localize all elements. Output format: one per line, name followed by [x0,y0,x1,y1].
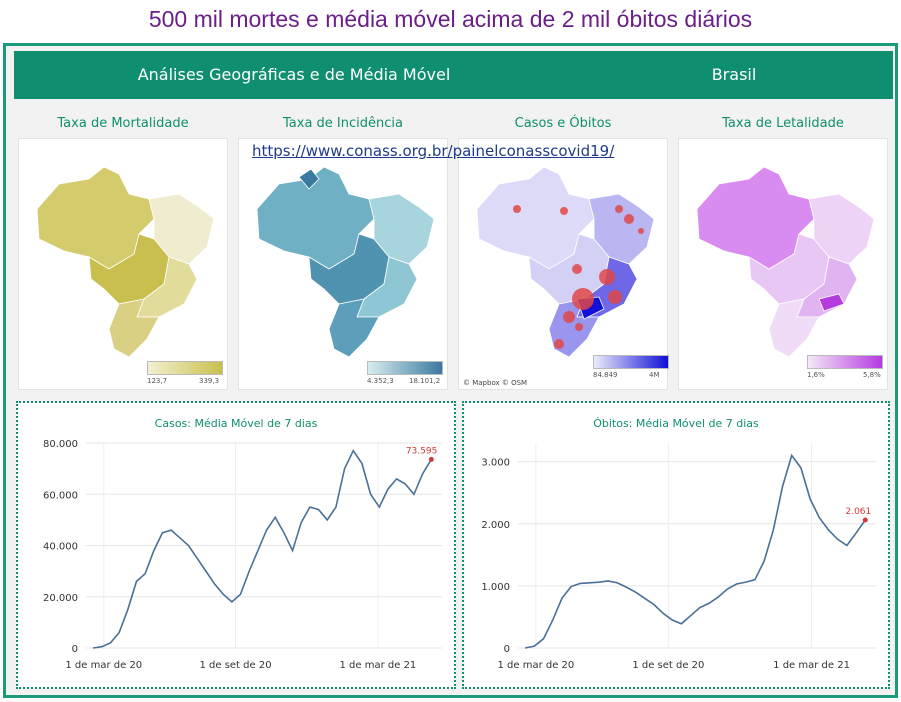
legend-bar-casos-obitos [593,355,669,369]
banner-right-title: Brasil [711,65,757,84]
brazil-map-casos-obitos[interactable] [459,139,667,389]
region-south [768,298,820,358]
region-northeast [148,193,215,265]
region-rio [818,293,845,312]
banner: Análises Geográficas e de Média Móvel Br… [14,51,893,99]
bubble-parana [563,311,575,323]
region-south [328,298,380,358]
legend-bar-mortalidade [147,361,223,375]
bubble-sc [575,323,583,331]
region-south [108,298,160,358]
x-tick-label: 1 de set de 20 [632,660,704,671]
legend-min-letalidade: 1,6% [807,371,825,379]
conass-link[interactable]: https://www.conass.org.br/painelconassco… [252,142,615,160]
y-tick-label: 0 [72,644,78,655]
legend-max-mortalidade: 339,3 [199,377,220,385]
x-tick-label: 1 de mar de 20 [498,660,575,671]
last-point[interactable] [862,517,868,523]
y-tick-label: 3.000 [481,458,510,469]
bubble-para [560,207,568,215]
map-panel-casos-obitos[interactable]: 84.849 4M © Mapbox © OSM [458,138,669,390]
map-panel-letalidade[interactable]: 1,6% 5,8% [678,138,888,390]
y-tick-label: 0 [504,644,510,655]
bubble-sao-paulo [572,288,594,310]
series-line[interactable] [93,449,433,649]
bubble-minas [599,269,615,285]
region-northeast [588,193,655,265]
last-value-label: 2.061 [845,507,871,517]
bubble-ceara [615,205,623,213]
chart-svg-obitos[interactable]: 3.000 2.000 1.000 0 1 de mar de 20 1 de set d… [464,403,888,687]
y-tick-label: 20.000 [43,593,78,604]
region-roraima [298,168,320,190]
map-title-casos-obitos: Casos e Óbitos [514,116,612,131]
legend-min-mortalidade: 123,7 [147,377,168,385]
chart-casos[interactable]: Casos: Média Móvel de 7 dias 80.000 60.00… [16,401,456,689]
chart-title-casos: Casos: Média Móvel de 7 dias [154,417,318,430]
map-title-incidencia: Taxa de Incidência [283,116,403,131]
legend-bar-incidencia [367,361,443,375]
x-tick-label: 1 de mar de 20 [65,660,142,671]
legend-bar-letalidade [807,355,883,369]
chart-title-obitos: Óbitos: Média Móvel de 7 dias [593,417,759,430]
region-northeast [368,193,435,265]
y-tick-label: 80.000 [43,439,78,450]
map-title-letalidade: Taxa de Letalidade [722,116,844,131]
banner-left-title: Análises Geográficas e de Média Móvel [137,65,451,84]
chart-obitos[interactable]: Óbitos: Média Móvel de 7 dias 3.000 2.000… [462,401,890,689]
x-tick-label: 1 de set de 20 [199,660,271,671]
map-attribution[interactable]: © Mapbox © OSM [463,379,528,387]
bubble-pernambuco [638,228,644,234]
legend-max-incidencia: 18.101,2 [409,377,441,385]
bubble-rio [608,290,622,304]
brazil-map-letalidade[interactable] [679,139,887,389]
legend-max-casos-obitos: 4M [649,371,660,379]
y-tick-label: 2.000 [481,520,510,531]
legend-max-letalidade: 5,8% [863,371,881,379]
y-tick-label: 60.000 [43,490,78,501]
map-panel-mortalidade[interactable]: 123,7 339,3 [18,138,228,390]
brazil-map-incidencia[interactable] [239,139,447,389]
chart-svg-casos[interactable]: 80.000 60.000 40.000 20.000 0 1 de mar de 20 1… [18,403,454,687]
legend-min-incidencia: 4.352,3 [367,377,394,385]
bubble-bahia [624,214,634,224]
region-northeast [808,193,875,265]
legend-min-casos-obitos: 84.849 [593,371,618,379]
bubble-goias [572,264,582,274]
bubble-amazonas [513,205,521,213]
x-tick-label: 1 de mar de 21 [773,660,850,671]
y-tick-label: 40.000 [43,542,78,553]
x-tick-label: 1 de mar de 21 [340,660,417,671]
brazil-map-mortalidade[interactable] [19,139,227,389]
headline: 500 mil mortes e média móvel acima de 2 … [148,6,753,32]
y-tick-label: 1.000 [481,582,510,593]
last-value-label: 73.595 [406,446,438,456]
dashboard-frame: Análises Geográficas e de Média Móvel Br… [3,43,898,698]
last-point[interactable] [428,456,434,462]
map-panel-incidencia[interactable]: 4.352,3 18.101,2 [238,138,448,390]
series-line[interactable] [525,453,866,649]
bubble-rs [554,339,564,349]
map-title-mortalidade: Taxa de Mortalidade [57,116,189,131]
